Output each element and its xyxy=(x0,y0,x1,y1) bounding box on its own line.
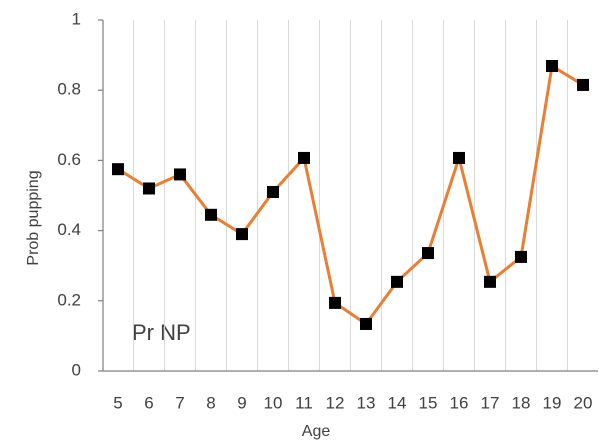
x-tick-label: 5 xyxy=(113,393,122,412)
x-tick-label: 17 xyxy=(481,393,500,412)
x-tick-label: 20 xyxy=(574,393,593,412)
x-tick-label: 13 xyxy=(357,393,376,412)
marker xyxy=(546,59,558,72)
x-tick-label: 10 xyxy=(264,393,283,412)
y-tick-label: 1 xyxy=(72,9,81,28)
x-tick-label: 9 xyxy=(237,393,246,412)
y-tick-label: 0.6 xyxy=(57,150,81,169)
marker xyxy=(422,247,434,260)
marker xyxy=(267,185,279,198)
x-tick-label: 18 xyxy=(512,393,531,412)
marker xyxy=(453,151,465,164)
x-axis-label: Age xyxy=(302,423,331,440)
marker xyxy=(515,250,527,263)
marker xyxy=(329,296,341,309)
marker xyxy=(236,228,248,241)
x-tick-label: 14 xyxy=(388,393,407,412)
x-tick-label: 6 xyxy=(144,393,153,412)
marker xyxy=(484,275,496,288)
x-tick-label: 8 xyxy=(206,393,215,412)
y-tick-label: 0.2 xyxy=(57,290,81,309)
x-tick-label: 12 xyxy=(326,393,345,412)
x-tick-label: 7 xyxy=(175,393,184,412)
marker xyxy=(360,317,372,330)
x-tick-label: 19 xyxy=(543,393,562,412)
y-tick-label: 0.4 xyxy=(57,220,81,239)
y-tick-label: 0 xyxy=(72,360,81,379)
annotation: Pr NP xyxy=(132,320,191,345)
marker xyxy=(298,151,310,164)
x-tick-label: 16 xyxy=(450,393,469,412)
y-tick-label: 0.8 xyxy=(57,80,81,99)
x-tick-label: 15 xyxy=(419,393,438,412)
y-axis-label: Prob pupping xyxy=(25,170,42,265)
marker xyxy=(143,182,155,195)
marker xyxy=(577,78,589,91)
x-tick-label: 11 xyxy=(295,393,313,412)
marker xyxy=(174,168,186,181)
marker xyxy=(112,163,124,176)
line xyxy=(117,64,584,326)
marker xyxy=(391,275,403,288)
marker xyxy=(205,208,217,221)
